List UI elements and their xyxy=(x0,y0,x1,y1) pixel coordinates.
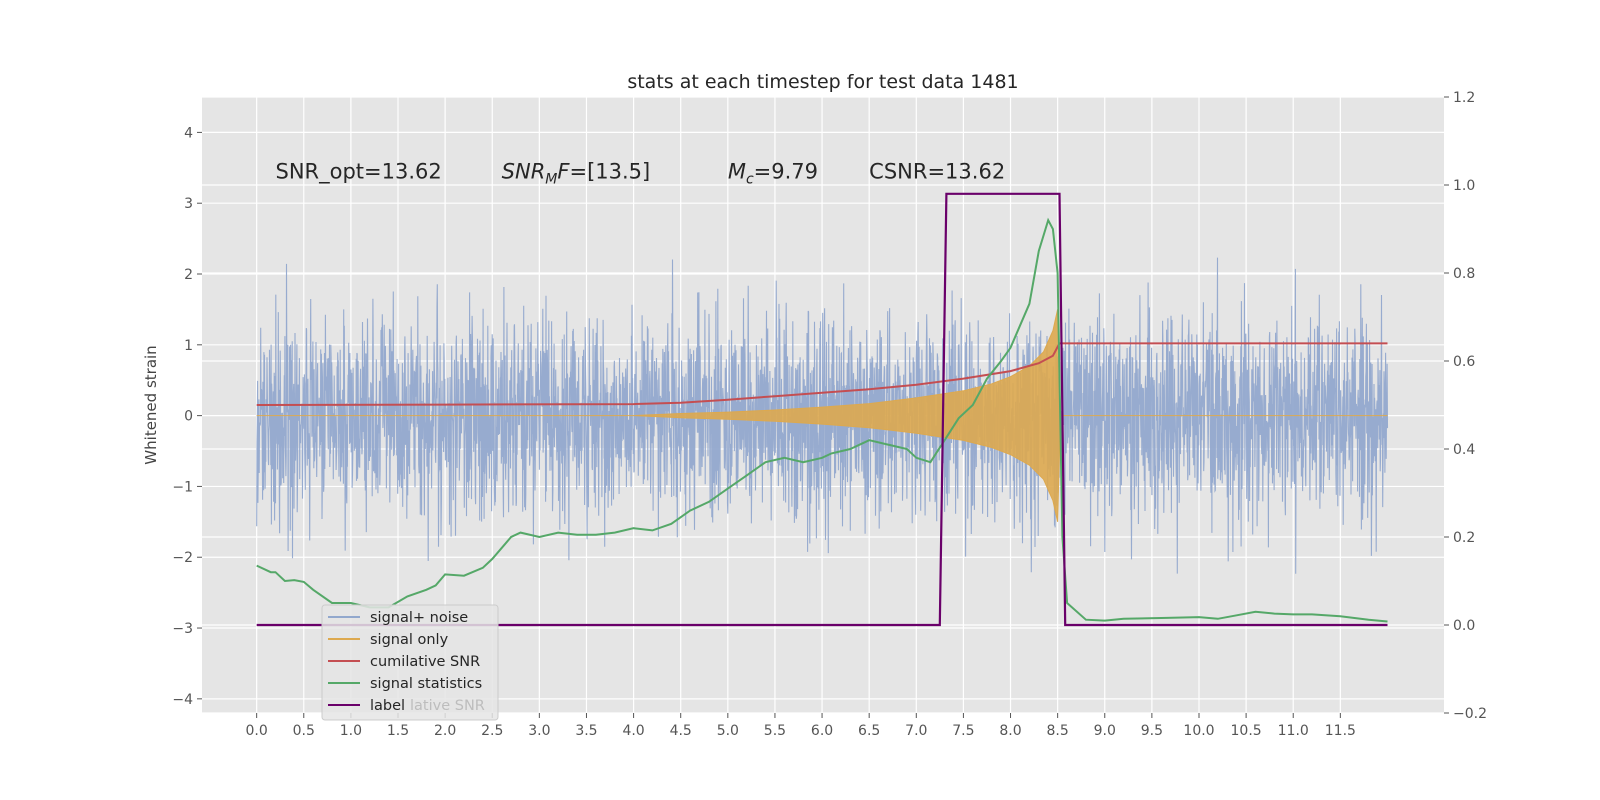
annotation-3: CSNR=13.62 xyxy=(869,159,1005,183)
y-tick-label: 0 xyxy=(184,409,193,425)
x-tick-label: 8.0 xyxy=(999,723,1021,739)
y2-tick-label: 0.6 xyxy=(1453,354,1475,370)
x-tick-label: 8.5 xyxy=(1047,723,1069,739)
y-tick-label: 1 xyxy=(184,338,193,354)
annotations: SNR_opt=13.62 SNRMF=[13.5] Mc=9.79 CSNR=13.… xyxy=(276,159,1006,187)
x-tick-label: 7.0 xyxy=(905,723,927,739)
x-tick-label: 3.5 xyxy=(575,723,597,739)
y-axis-label: Whitened strain xyxy=(142,345,160,464)
x-tick-label: 10.5 xyxy=(1231,723,1262,739)
y2-tick-label: 1.0 xyxy=(1453,178,1475,194)
legend-label-3: signal statistics xyxy=(370,676,482,692)
annotation-0: SNR_opt=13.62 xyxy=(276,159,442,184)
x-tick-label: 9.5 xyxy=(1141,723,1163,739)
y2-tick-label: 0.2 xyxy=(1453,530,1475,546)
y-tick-label: 3 xyxy=(184,196,193,212)
legend-ghost-text: lative SNR xyxy=(410,698,485,714)
y2-tick-label: 0.8 xyxy=(1453,266,1475,282)
legend-box xyxy=(321,604,499,721)
y-tick-label: 4 xyxy=(184,125,193,141)
y-tick-label: −1 xyxy=(172,479,193,495)
x-tick-label: 10.0 xyxy=(1183,723,1214,739)
x-tick-label: 2.0 xyxy=(434,723,456,739)
legend-label-4: label xyxy=(370,698,405,714)
x-tick-label: 5.5 xyxy=(764,723,786,739)
chart-title: stats at each timestep for test data 148… xyxy=(627,71,1018,93)
x-tick-label: 7.5 xyxy=(952,723,974,739)
series-layer xyxy=(256,192,1389,627)
x-tick-label: 11.5 xyxy=(1325,723,1356,739)
x-tick-label: 11.0 xyxy=(1278,723,1309,739)
legend-label-0: signal+ noise xyxy=(370,610,468,626)
annotation-2: Mc=9.79 xyxy=(728,159,818,187)
x-tick-label: 1.5 xyxy=(387,723,409,739)
legend: signal+ noise signal only cumilative SNR si… xyxy=(321,604,499,721)
y2-tick-label: 1.2 xyxy=(1453,90,1475,106)
annotation-1: SNRMF=[13.5] xyxy=(502,159,651,187)
y2-tick-label: 0.4 xyxy=(1453,442,1475,458)
x-axis-ticks: 0.0 0.5 1.0 1.5 2.0 2.5 3.0 3.5 4.0 4.5 5.0 5.5 6.0 6… xyxy=(246,713,1356,739)
y-axis-ticks: 4 3 2 1 0 −1 −2 −3 −4 xyxy=(172,125,202,708)
x-tick-label: 6.0 xyxy=(811,723,833,739)
legend-label-2: cumilative SNR xyxy=(370,654,480,670)
x-tick-label: 3.0 xyxy=(528,723,550,739)
legend-label-1: signal only xyxy=(370,632,449,648)
x-tick-label: 4.5 xyxy=(670,723,692,739)
x-tick-label: 0.0 xyxy=(246,723,268,739)
y2-tick-label: −0.2 xyxy=(1453,706,1487,722)
x-tick-label: 5.0 xyxy=(717,723,739,739)
x-tick-label: 0.5 xyxy=(293,723,315,739)
x-tick-label: 9.0 xyxy=(1094,723,1116,739)
x-tick-label: 6.5 xyxy=(858,723,880,739)
x-tick-label: 2.5 xyxy=(481,723,503,739)
y-tick-label: −3 xyxy=(172,621,193,637)
series-signal-statistics xyxy=(256,217,1388,623)
series-label xyxy=(256,192,1388,627)
y-tick-label: 2 xyxy=(184,267,193,283)
series-signal-noise xyxy=(256,257,1389,574)
y2-tick-label: 0.0 xyxy=(1453,618,1475,634)
x-tick-label: 4.0 xyxy=(622,723,644,739)
y-tick-label: −2 xyxy=(172,550,193,566)
y2-axis-ticks: 1.2 1.0 0.8 0.6 0.4 0.2 0.0 −0.2 xyxy=(1444,90,1487,722)
series-signal-only xyxy=(256,309,1388,522)
x-tick-label: 1.0 xyxy=(340,723,362,739)
series-cumulative-snr xyxy=(256,342,1388,406)
y-tick-label: −4 xyxy=(172,692,193,708)
